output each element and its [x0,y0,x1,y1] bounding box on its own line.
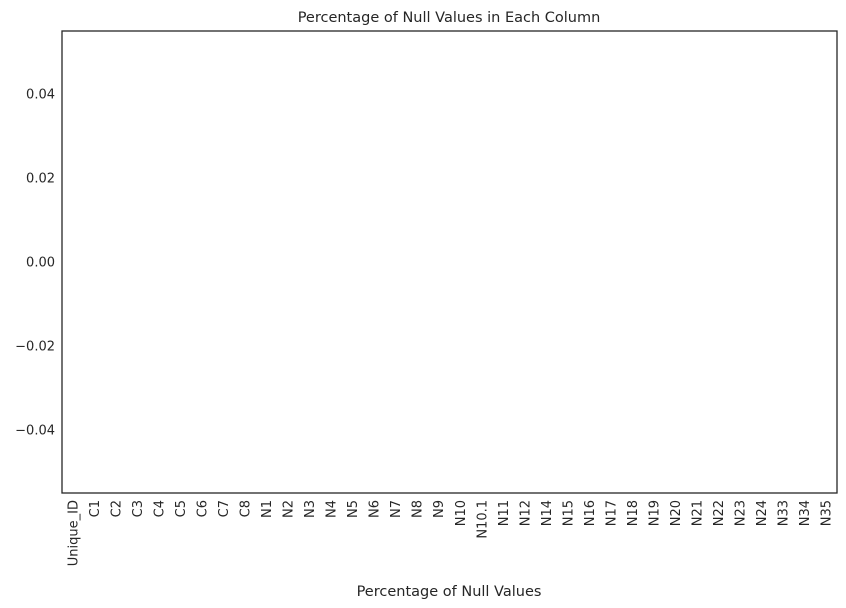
y-tick-label: −0.04 [15,424,55,439]
x-tick-label: N34 [798,500,813,526]
x-tick-label: N16 [583,500,598,526]
x-tick-label: N33 [777,500,792,526]
y-tick-label: 0.04 [26,88,55,103]
x-tick-label: N8 [411,500,426,518]
x-tick-label: N15 [561,500,576,526]
y-tick-label: −0.02 [15,340,55,355]
x-tick-label: N1 [260,500,275,518]
x-tick-labels: Unique_ID C1 C2 C3 C4 C5 C6 C7 C8 N1 N2 N3 N4 N5 N6 N7 N… [66,500,834,566]
x-tick-label: N6 [368,500,383,518]
x-tick-label: N19 [648,500,663,526]
x-tick-label: N21 [691,500,706,526]
x-tick-label: C6 [195,500,210,517]
y-tick-label: 0.02 [26,172,55,187]
x-tick-label: C3 [131,500,146,517]
plot-frame [61,30,838,494]
x-tick-label: C2 [109,500,124,517]
y-tick-labels: −0.04 −0.02 0.00 0.02 0.04 [15,88,55,439]
x-tick-label: N7 [389,500,404,518]
x-tick-label: N17 [604,500,619,526]
x-tick-label: N9 [432,500,447,518]
x-axis-label: Percentage of Null Values [357,584,542,600]
x-tick-label: N23 [734,500,749,526]
x-tick-label: N35 [820,500,835,526]
x-tick-label: Unique_ID [66,500,81,566]
x-tick-label: C4 [152,500,167,517]
x-tick-label: N3 [303,500,318,518]
x-tick-label: N14 [540,500,555,526]
chart-title: Percentage of Null Values in Each Column [298,10,601,26]
x-tick-label: C7 [217,500,232,517]
x-tick-label: C8 [238,500,253,517]
x-tick-label: N4 [325,500,340,518]
x-tick-label: N10 [454,500,469,526]
x-tick-label: N10.1 [475,500,490,539]
x-tick-label: N5 [346,500,361,518]
x-tick-label: N18 [626,500,641,526]
x-tick-label: N11 [497,500,512,526]
x-tick-label: N22 [712,500,727,526]
x-tick-label: C5 [174,500,189,517]
x-tick-label: C1 [88,500,103,517]
x-tick-label: N2 [282,500,297,518]
y-tick-label: 0.00 [26,256,55,271]
x-tick-label: N12 [518,500,533,526]
x-tick-label: N24 [755,500,770,526]
x-tick-label: N20 [669,500,684,526]
